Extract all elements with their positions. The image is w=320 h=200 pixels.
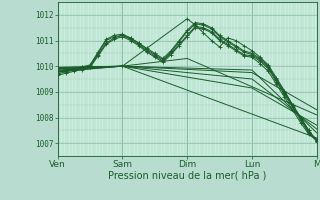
X-axis label: Pression niveau de la mer( hPa ): Pression niveau de la mer( hPa ) xyxy=(108,171,266,181)
